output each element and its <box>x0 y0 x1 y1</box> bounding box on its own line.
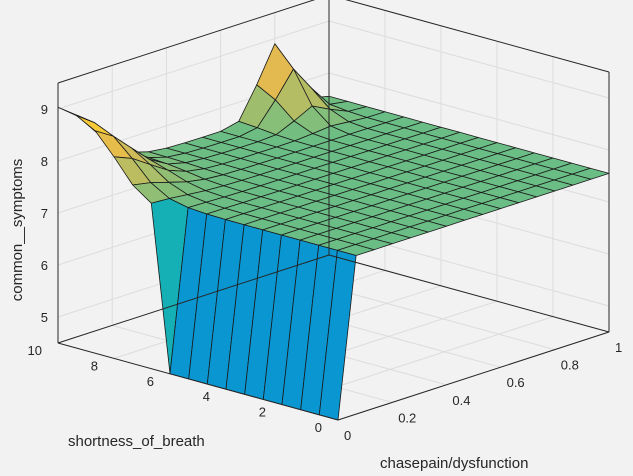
z-axis-label: common__symptoms <box>9 159 26 302</box>
axes-edge <box>57 0 316 84</box>
axes-edge <box>345 0 610 73</box>
y-axis-label: shortness_of_breath <box>68 433 205 450</box>
surface-mesh <box>57 43 610 421</box>
x-tick-label: 0 <box>344 428 351 443</box>
axes-edge <box>328 254 610 333</box>
x-tick-label: 0.4 <box>452 393 470 408</box>
axes-box <box>57 0 610 421</box>
y-tick-label: 0 <box>315 420 322 435</box>
grid-line-z <box>57 20 610 110</box>
z-tick-label: 5 <box>41 310 48 325</box>
z-tick-label: 7 <box>41 206 48 221</box>
axes-edge <box>337 331 610 421</box>
x-tick-label: 0.8 <box>561 358 579 373</box>
x-tick-label: 1 <box>615 340 622 355</box>
y-tick-label: 8 <box>91 358 98 373</box>
z-tick-label: 6 <box>41 258 48 273</box>
z-tick-label: 8 <box>41 154 48 169</box>
x-tick-label: 0.6 <box>507 375 525 390</box>
x-tick-label: 0.2 <box>398 410 416 425</box>
x-axis-label: chasepain/dysfunction <box>380 455 528 472</box>
z-tick-label: 9 <box>41 102 48 117</box>
y-tick-label: 4 <box>203 389 210 404</box>
axes-edge <box>57 254 330 344</box>
y-tick-label: 2 <box>259 405 266 420</box>
tick-labels: 5 6 7 8 9 0 2 4 6 8 10 0 0.2 0.4 0.6 0.8 1 <box>28 102 623 443</box>
y-tick-label: 6 <box>147 374 154 389</box>
axes-edge <box>57 342 339 421</box>
y-tick-label: 10 <box>28 343 42 358</box>
surface-cell <box>76 115 114 137</box>
